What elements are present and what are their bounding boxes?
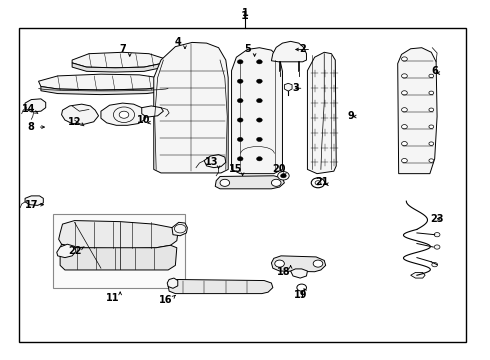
Bar (19, 28, 466, 342)
Circle shape (429, 91, 434, 95)
Polygon shape (101, 103, 147, 125)
Circle shape (429, 108, 434, 112)
Polygon shape (25, 99, 46, 112)
Polygon shape (25, 196, 43, 206)
Circle shape (237, 157, 243, 161)
Text: 3: 3 (292, 83, 299, 93)
Text: 9: 9 (347, 112, 354, 121)
Polygon shape (271, 256, 326, 272)
Text: 16: 16 (159, 295, 172, 305)
Polygon shape (172, 222, 187, 236)
Circle shape (315, 181, 321, 185)
Text: 8: 8 (28, 122, 35, 132)
Polygon shape (59, 221, 178, 249)
Circle shape (297, 284, 306, 291)
Circle shape (237, 137, 243, 141)
Circle shape (257, 137, 262, 141)
Circle shape (119, 111, 129, 118)
Circle shape (271, 179, 281, 186)
Circle shape (401, 108, 407, 112)
Polygon shape (57, 244, 76, 258)
Text: 13: 13 (205, 157, 218, 167)
Text: 21: 21 (315, 177, 329, 187)
Polygon shape (167, 278, 178, 288)
Circle shape (278, 171, 289, 180)
Circle shape (311, 178, 325, 188)
Circle shape (401, 141, 407, 146)
Text: 5: 5 (244, 45, 251, 54)
Polygon shape (271, 41, 306, 62)
Text: 14: 14 (22, 104, 36, 114)
Circle shape (237, 118, 243, 122)
Polygon shape (215, 176, 284, 189)
Circle shape (237, 79, 243, 83)
Circle shape (429, 142, 434, 145)
Polygon shape (232, 48, 282, 174)
Circle shape (257, 157, 262, 161)
Circle shape (432, 262, 438, 267)
Circle shape (113, 107, 135, 122)
Polygon shape (60, 244, 177, 270)
Circle shape (237, 60, 243, 64)
Text: 23: 23 (430, 214, 444, 224)
Polygon shape (398, 48, 437, 174)
Circle shape (401, 74, 407, 78)
Polygon shape (154, 42, 228, 173)
Circle shape (275, 260, 284, 267)
Circle shape (401, 91, 407, 95)
Circle shape (220, 179, 230, 186)
Polygon shape (72, 52, 163, 68)
Polygon shape (41, 86, 166, 95)
Polygon shape (411, 273, 425, 278)
Text: 17: 17 (24, 200, 38, 210)
Text: 2: 2 (299, 45, 306, 54)
Circle shape (429, 125, 434, 129)
Circle shape (401, 125, 407, 129)
Circle shape (434, 233, 440, 237)
Circle shape (257, 79, 262, 83)
Text: 1: 1 (241, 11, 249, 21)
Text: 12: 12 (68, 117, 81, 127)
Text: 6: 6 (431, 66, 438, 76)
Polygon shape (39, 74, 168, 90)
Text: 7: 7 (119, 45, 126, 54)
Circle shape (237, 99, 243, 103)
Polygon shape (168, 279, 273, 294)
Text: 22: 22 (68, 246, 81, 256)
Circle shape (401, 158, 407, 163)
Text: 1: 1 (242, 9, 248, 18)
Polygon shape (72, 63, 161, 72)
Polygon shape (142, 106, 163, 117)
Circle shape (401, 57, 407, 61)
Polygon shape (291, 269, 307, 278)
Polygon shape (204, 154, 226, 168)
Polygon shape (284, 83, 292, 91)
Circle shape (434, 245, 440, 249)
Circle shape (313, 260, 323, 267)
Text: 19: 19 (294, 290, 307, 300)
Circle shape (429, 159, 434, 162)
Circle shape (174, 224, 186, 233)
Circle shape (429, 74, 434, 78)
Circle shape (257, 118, 262, 122)
Text: 15: 15 (229, 165, 242, 174)
Polygon shape (62, 104, 98, 124)
Circle shape (257, 99, 262, 103)
Circle shape (281, 174, 286, 178)
Text: 10: 10 (137, 115, 151, 125)
Text: 18: 18 (276, 267, 290, 277)
Polygon shape (307, 52, 336, 174)
Circle shape (257, 60, 262, 64)
Text: 20: 20 (272, 165, 285, 174)
Bar (53, 213, 185, 288)
Text: 11: 11 (106, 293, 120, 303)
Text: 4: 4 (174, 37, 181, 48)
